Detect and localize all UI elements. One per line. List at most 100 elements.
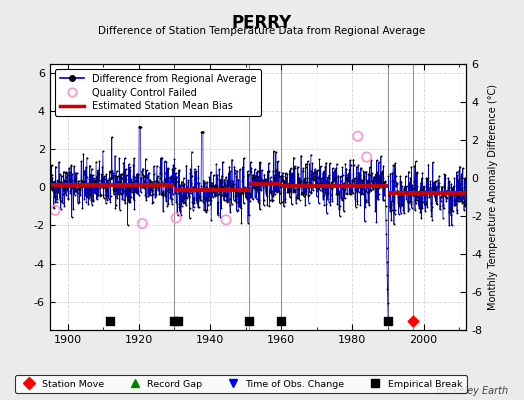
Point [58,185,67,192]
Point [228,185,237,192]
Point [398,202,407,208]
Point [352,189,361,195]
Point [217,172,226,179]
Point [52,199,61,206]
Point [357,178,366,184]
Point [50,194,59,200]
Point [353,163,361,170]
Point [159,191,168,197]
Point [291,189,299,196]
Point [201,195,209,201]
Point [236,190,245,196]
Point [66,169,74,176]
Point [304,192,313,198]
Point [441,188,450,194]
Point [318,180,326,187]
Point [266,196,274,203]
Point [105,174,114,181]
Point [46,183,54,190]
Point [109,174,117,180]
Point [391,160,400,166]
Point [433,190,442,196]
Point [310,176,319,183]
Point [292,195,301,202]
Point [136,124,145,130]
Point [348,190,357,196]
Point [198,129,206,136]
Point [322,201,331,207]
Point [339,186,347,192]
Point [130,183,139,190]
Point [206,180,215,186]
Point [459,194,467,201]
Point [189,196,198,202]
Point [222,190,231,196]
Point [125,199,133,206]
Point [256,206,264,213]
Point [266,174,275,180]
Point [355,170,363,176]
Point [318,188,326,195]
Point [49,205,58,212]
Point [231,167,239,173]
Point [285,189,293,195]
Point [191,176,199,182]
Point [289,189,297,196]
Point [119,160,127,166]
Point [209,186,217,192]
Point [374,175,382,182]
Point [143,167,151,174]
Point [345,166,354,173]
Point [344,172,353,178]
Point [332,191,341,198]
Point [56,194,64,201]
Point [148,199,157,205]
Point [403,199,412,205]
Point [268,198,276,204]
Point [293,164,302,170]
Point [441,193,449,199]
Point [131,178,139,184]
Point [67,162,75,169]
Point [335,188,344,195]
Point [154,179,162,185]
Point [348,176,357,183]
Point [447,197,456,204]
Point [296,178,304,184]
Point [363,183,372,190]
Point [294,186,303,192]
Point [395,202,403,209]
Point [458,165,467,172]
Point [435,173,443,179]
Point [269,168,277,174]
Point [56,171,64,178]
Point [365,189,373,195]
Point [414,192,422,199]
Point [258,167,266,173]
Point [311,185,320,191]
Point [209,188,217,195]
Point [61,186,69,193]
Point [139,185,148,192]
Point [316,163,325,170]
Point [177,188,185,194]
Point [176,182,184,188]
Point [162,198,170,204]
Point [96,182,105,189]
Point [379,197,388,203]
Point [460,207,468,213]
Point [185,190,193,196]
Point [277,178,286,185]
Point [309,169,318,176]
Point [51,199,60,205]
Point [335,213,344,219]
Point [160,177,169,184]
Point [171,174,180,181]
Point [111,204,119,211]
Point [442,194,451,200]
Point [161,192,170,199]
Point [303,179,311,185]
Point [334,191,343,197]
Point [403,189,411,196]
Point [345,180,354,187]
